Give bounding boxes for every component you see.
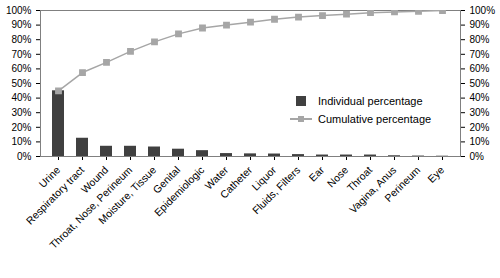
svg-text:30%: 30% (11, 107, 31, 118)
svg-text:Urine: Urine (36, 163, 63, 190)
svg-text:Throat, Nose, Perineum: Throat, Nose, Perineum (47, 163, 135, 251)
svg-text:Genital: Genital (150, 163, 183, 196)
svg-text:Eye: Eye (425, 164, 446, 185)
html-text:Individual percentage: Individual percentage (318, 95, 423, 107)
svg-text:90%: 90% (11, 19, 31, 30)
svg-text:Epidemiologic: Epidemiologic (152, 164, 207, 219)
svg-text:0%: 0% (470, 151, 485, 162)
svg-text:Ear: Ear (306, 163, 327, 184)
svg-text:Water: Water (202, 163, 231, 192)
svg-text:10%: 10% (11, 136, 31, 147)
html-text:Cumulative percentage: Cumulative percentage (318, 113, 432, 125)
svg-text:100%: 100% (470, 5, 496, 16)
svg-text:Perineum: Perineum (382, 163, 422, 203)
svg-text:Catheter: Catheter (217, 163, 254, 200)
svg-text:Wound: Wound (78, 163, 111, 196)
svg-text:20%: 20% (11, 122, 31, 133)
svg-text:40%: 40% (11, 92, 31, 103)
svg-text:Moisture, Tissue: Moisture, Tissue (96, 164, 159, 227)
svg-text:Respiratory tract: Respiratory tract (23, 163, 87, 227)
svg-text:20%: 20% (470, 122, 490, 133)
svg-text:60%: 60% (470, 63, 490, 74)
svg-text:0%: 0% (17, 151, 32, 162)
svg-text:80%: 80% (470, 34, 490, 45)
svg-text:50%: 50% (470, 78, 490, 89)
svg-text:Throat: Throat (344, 163, 375, 194)
svg-text:70%: 70% (470, 49, 490, 60)
svg-text:Vagina, Anus: Vagina, Anus (346, 163, 399, 216)
svg-text:100%: 100% (6, 5, 32, 16)
svg-text:Nose: Nose (324, 163, 351, 190)
svg-text:Fluids, Filters: Fluids, Filters (250, 164, 303, 217)
svg-text:90%: 90% (470, 19, 490, 30)
svg-text:10%: 10% (470, 136, 490, 147)
svg-text:30%: 30% (470, 107, 490, 118)
svg-text:80%: 80% (11, 34, 31, 45)
svg-text:70%: 70% (11, 49, 31, 60)
svg-text:Liquor: Liquor (249, 163, 279, 193)
svg-text:60%: 60% (11, 63, 31, 74)
svg-text:50%: 50% (11, 78, 31, 89)
svg-text:40%: 40% (470, 92, 490, 103)
